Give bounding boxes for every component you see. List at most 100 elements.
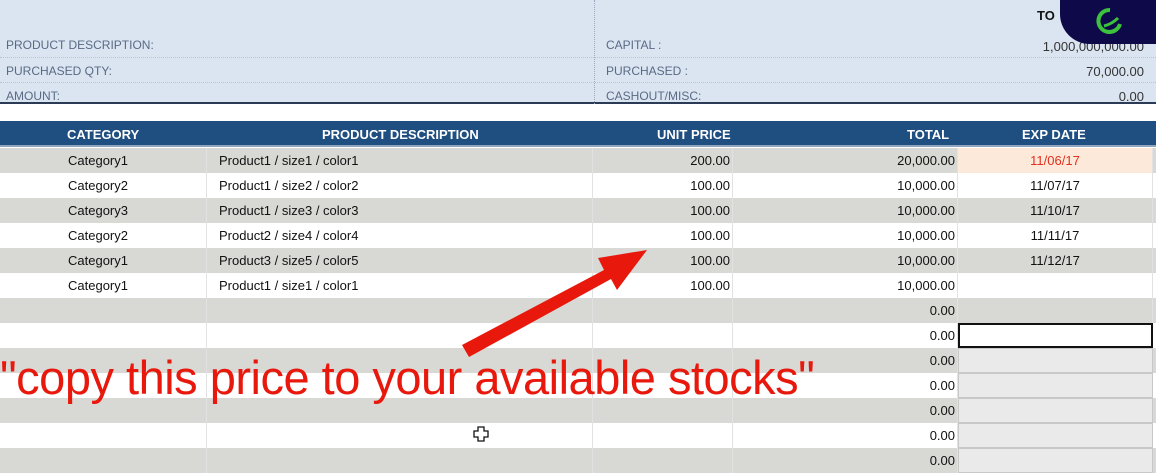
cashout-label: CASHOUT/MISC: [606, 89, 702, 103]
cell-exp[interactable] [958, 398, 1153, 423]
cell-category[interactable] [0, 423, 207, 448]
cell-exp[interactable] [958, 323, 1153, 348]
cell-exp[interactable] [958, 273, 1153, 298]
cell-total[interactable]: 0.00 [733, 398, 958, 423]
cell-exp[interactable]: 11/10/17 [958, 198, 1153, 223]
cell-product[interactable]: Product1 / size1 / color1 [207, 148, 593, 173]
cell-exp[interactable] [958, 348, 1153, 373]
table-row: Category1 Product3 / size5 / color5 100.00… [0, 248, 1156, 273]
cell-product[interactable] [207, 298, 593, 323]
table-body: Category1 Product1 / size1 / color1 200.00… [0, 148, 1156, 473]
cashout-value: 0.00 [1118, 89, 1144, 104]
product-description-label: PRODUCT DESCRIPTION: [6, 38, 154, 52]
divider [0, 57, 1156, 58]
leaf-logo-icon [1096, 8, 1122, 34]
cell-total[interactable]: 10,000.00 [733, 223, 958, 248]
cell-unit-price[interactable] [593, 323, 733, 348]
amount-label: AMOUNT: [6, 89, 60, 103]
cell-category[interactable]: Category3 [0, 198, 207, 223]
cell-category[interactable] [0, 348, 207, 373]
total-label: TO [1037, 8, 1055, 23]
cell-exp[interactable] [958, 448, 1153, 473]
cell-category[interactable] [0, 448, 207, 473]
divider [0, 82, 1156, 83]
cell-category[interactable]: Category1 [0, 148, 207, 173]
cell-unit-price[interactable] [593, 398, 733, 423]
cell-exp[interactable]: 11/06/17 [958, 148, 1153, 173]
cell-unit-price[interactable]: 100.00 [593, 248, 733, 273]
cell-total[interactable]: 0.00 [733, 448, 958, 473]
table-row: 0.00 [0, 298, 1156, 323]
cell-exp[interactable] [958, 298, 1153, 323]
table-row: Category2 Product2 / size4 / color4 100.00… [0, 223, 1156, 248]
cell-category[interactable] [0, 398, 207, 423]
cell-product[interactable] [207, 398, 593, 423]
cell-total[interactable]: 0.00 [733, 323, 958, 348]
cell-total[interactable]: 20,000.00 [733, 148, 958, 173]
cell-unit-price[interactable]: 100.00 [593, 173, 733, 198]
cell-unit-price[interactable]: 200.00 [593, 148, 733, 173]
cell-product[interactable]: Product1 / size3 / color3 [207, 198, 593, 223]
cell-product[interactable] [207, 323, 593, 348]
cell-unit-price[interactable]: 100.00 [593, 273, 733, 298]
cell-exp[interactable]: 11/11/17 [958, 223, 1153, 248]
table-header: CATEGORY PRODUCT DESCRIPTION UNIT PRICE … [0, 121, 1156, 147]
purchased-label: PURCHASED : [606, 64, 689, 78]
cell-unit-price[interactable] [593, 373, 733, 398]
channel-logo [1060, 0, 1156, 44]
cell-unit-price[interactable]: 100.00 [593, 198, 733, 223]
table-row: Category3 Product1 / size3 / color3 100.00… [0, 198, 1156, 223]
table-row: 0.00 [0, 323, 1156, 348]
cell-exp[interactable] [958, 423, 1153, 448]
cell-unit-price[interactable] [593, 423, 733, 448]
cell-product[interactable] [207, 348, 593, 373]
divider [594, 0, 595, 104]
cell-unit-price[interactable] [593, 298, 733, 323]
table-row: Category1 Product1 / size1 / color1 200.00… [0, 148, 1156, 173]
cell-total[interactable]: 10,000.00 [733, 273, 958, 298]
cell-total[interactable]: 10,000.00 [733, 173, 958, 198]
cell-total[interactable]: 0.00 [733, 423, 958, 448]
cell-product[interactable] [207, 423, 593, 448]
cell-category[interactable] [0, 323, 207, 348]
purchased-value: 70,000.00 [1086, 64, 1144, 79]
cell-product[interactable]: Product3 / size5 / color5 [207, 248, 593, 273]
cell-category[interactable]: Category2 [0, 173, 207, 198]
table-row: 0.00 [0, 423, 1156, 448]
cell-category[interactable] [0, 298, 207, 323]
cell-exp[interactable]: 11/12/17 [958, 248, 1153, 273]
annotation-text: "copy this price to your available stock… [0, 351, 815, 404]
header-exp-date[interactable]: EXP DATE [1022, 127, 1086, 142]
cell-exp[interactable] [958, 373, 1153, 398]
cell-total[interactable]: 0.00 [733, 348, 958, 373]
cell-category[interactable]: Category1 [0, 273, 207, 298]
header-unit-price[interactable]: UNIT PRICE [657, 127, 731, 142]
table-row: Category2 Product1 / size2 / color2 100.00… [0, 173, 1156, 198]
header-product-description[interactable]: PRODUCT DESCRIPTION [322, 127, 479, 142]
table-row: 0.00 [0, 373, 1156, 398]
purchased-qty-label: PURCHASED QTY: [6, 64, 113, 78]
cell-unit-price[interactable] [593, 448, 733, 473]
table-row: 0.00 [0, 398, 1156, 423]
table-row: 0.00 [0, 348, 1156, 373]
cell-total[interactable]: 0.00 [733, 298, 958, 323]
header-category[interactable]: CATEGORY [67, 127, 140, 142]
cell-total[interactable]: 10,000.00 [733, 248, 958, 273]
cell-product[interactable]: Product2 / size4 / color4 [207, 223, 593, 248]
cell-category[interactable]: Category1 [0, 248, 207, 273]
cell-total[interactable]: 10,000.00 [733, 198, 958, 223]
cell-exp[interactable]: 11/07/17 [958, 173, 1153, 198]
cell-category[interactable]: Category2 [0, 223, 207, 248]
capital-label: CAPITAL : [606, 38, 662, 52]
cell-unit-price[interactable]: 100.00 [593, 223, 733, 248]
cell-product[interactable]: Product1 / size2 / color2 [207, 173, 593, 198]
header-total[interactable]: TOTAL [907, 127, 950, 142]
summary-panel: PRODUCT DESCRIPTION: PURCHASED QTY: AMOU… [0, 0, 1156, 104]
cell-category[interactable] [0, 373, 207, 398]
cell-total[interactable]: 0.00 [733, 373, 958, 398]
cell-product[interactable] [207, 448, 593, 473]
cell-product[interactable] [207, 373, 593, 398]
cell-unit-price[interactable] [593, 348, 733, 373]
table-row: 0.00 [0, 448, 1156, 473]
